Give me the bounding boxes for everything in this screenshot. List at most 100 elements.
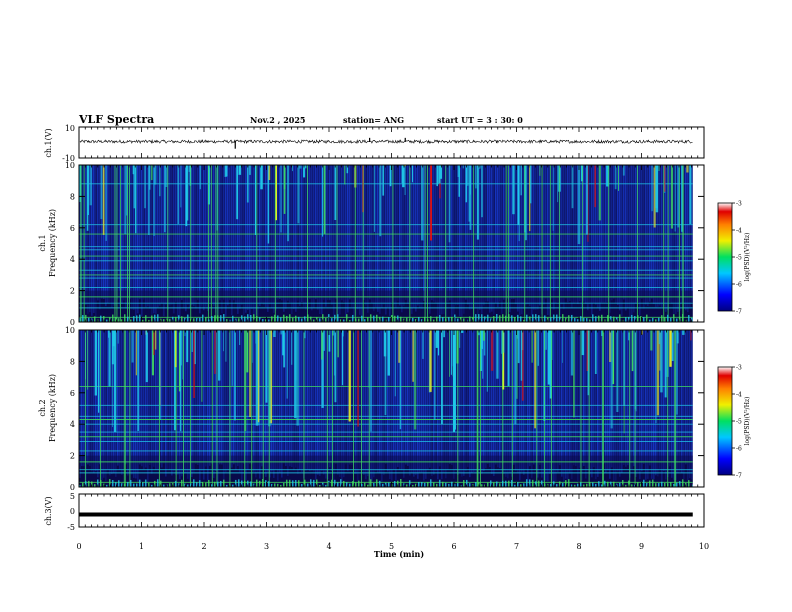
ch1-spectrogram-noise-column (101, 165, 103, 299)
ch2-spectrogram-noise-column (587, 330, 589, 469)
x-tick-label-1: 1 (139, 542, 144, 551)
ch1-spectrogram-floor-speckle (514, 316, 516, 322)
ch2-spectrogram-floor-speckle (373, 483, 375, 487)
ch2-spectrogram-noise-column (117, 330, 119, 466)
ch1-spectrogram-floor-speckle (310, 316, 312, 322)
ch1-spectrogram-noise-column (187, 165, 189, 305)
ch1-spectrogram-noise-column (295, 165, 297, 312)
ch1-spectrogram-noise-column (387, 165, 389, 308)
ch1-spectrogram-floor-speckle (574, 318, 576, 322)
ch2-spectrogram-noise-column (649, 330, 651, 466)
ch1-spectrogram-noise-column (89, 165, 91, 313)
ch1-spectrogram-floor-speckle (85, 314, 87, 322)
ch1-spectrogram-sferic (402, 165, 405, 188)
ch2-spectrogram-sferic (214, 330, 216, 374)
ch1-spectrogram-noise-column (513, 165, 515, 299)
ch1-spectrogram-noise-column (687, 165, 689, 313)
ch1-waveform-line (79, 139, 693, 145)
ch1-spectrogram-sferic (299, 165, 302, 169)
ch2-spectrogram-noise-column (243, 330, 245, 464)
ch1-spectrogram-floor-speckle (190, 318, 192, 322)
ch1-spectrogram-noise-column (511, 165, 513, 300)
ch1-spectrogram-floor-speckle (250, 315, 252, 322)
ch1-spectrogram-floor-speckle (298, 316, 300, 322)
ch1-spectrogram-sferic (520, 165, 522, 196)
ch2-spectrogram-noise-column (625, 330, 627, 467)
ch2-spectrogram-noise-column (285, 330, 287, 467)
ch2-spectrogram-floor-speckle (127, 481, 129, 487)
ch1-spectrogram-noise-column (325, 165, 327, 307)
ch1-spectrogram-floor-speckle (79, 318, 81, 322)
ch2-spectrogram-sferic (255, 330, 259, 426)
ch1-spectrogram-sferic (653, 165, 656, 228)
ch1-spectrogram-floor-speckle (208, 319, 210, 322)
ch1-spectrogram-noise-column (405, 165, 407, 300)
ch1-spectrogram-noise-column (453, 165, 455, 315)
ch2-spectrogram-noise-column (651, 330, 653, 479)
ch1-spectrogram-noise-column (155, 165, 157, 314)
ch2-spectrogram-floor-speckle (601, 484, 603, 487)
ch1-spectrogram-noise-column (479, 165, 481, 311)
ch1-spectrogram-noise-column (647, 165, 649, 306)
ch1-colorbar-tick-label-2: -5 (736, 255, 742, 262)
ch2-spectrogram-sferic (501, 330, 502, 354)
ch1-spectrogram-sferic (581, 165, 583, 182)
ch2-spectrogram-ylabel: ch.2 (38, 399, 47, 416)
ch2-spectrogram-floor-speckle (589, 482, 591, 487)
ch1-spectrogram-sferic (148, 165, 150, 235)
ch1-spectrogram-noise-column (361, 165, 363, 317)
x-tick-label-4: 4 (326, 542, 331, 551)
ch1-spectrogram-noise-column (569, 165, 571, 302)
ch2-spectrogram-sferic (291, 330, 293, 365)
ch1-spectrogram-noise-column (335, 165, 337, 300)
ch2-spectrogram-floor-speckle (517, 482, 519, 487)
ch1-spectrogram-floor-speckle (568, 315, 570, 322)
ch1-spectrogram-floor-speckle (688, 315, 690, 322)
ch1-spectrogram-floor-speckle (349, 319, 351, 322)
ch1-spectrogram-sferic (481, 165, 483, 218)
ch1-spectrogram-noise-column (653, 165, 655, 305)
ch2-spectrogram-sferic (537, 330, 539, 366)
ch1-spectrogram-noise-column (297, 165, 299, 301)
ch2-spectrogram-sferic (676, 330, 679, 344)
ch1-spectrogram-sferic (571, 165, 574, 209)
ch1-spectrogram-floor-speckle (136, 315, 138, 322)
ch2-spectrogram-floor-speckle (229, 483, 231, 487)
ch2-spectrogram-floor-speckle (232, 484, 234, 487)
ch2-spectrogram-noise-column (113, 330, 115, 474)
time-axis-tick-labels: 0 1 2 3 4 5 6 7 8 9 10 (76, 542, 709, 551)
ch1-spectrogram-noise-column (87, 165, 89, 314)
ch2-spectrogram-noise-column (203, 330, 205, 480)
ch1-spectrogram-noise-column (143, 165, 145, 300)
ch2-spectrogram-sferic (573, 330, 575, 418)
ch2-spectrogram-floor-speckle (406, 484, 408, 487)
ch3-ytick-mid: 0 (70, 507, 75, 516)
ch1-spectrogram-floor-speckle (331, 318, 333, 322)
ch2-spectrogram-noise-column (627, 330, 629, 466)
ch2-spectrogram-noise-column (639, 330, 641, 480)
ch1-spectrogram-floor-speckle (169, 318, 171, 322)
ch1-spectrogram-noise-column (645, 165, 647, 305)
ch2-spectrogram-noise-column (383, 330, 385, 476)
ch2-spectrogram-sferic (387, 330, 390, 376)
ch1-spectrogram-noise-column (345, 165, 347, 317)
ch1-spectrogram-sferic (207, 165, 210, 205)
ch1-spectrogram-floor-speckle (292, 317, 294, 322)
ch1-spectrogram-floor-speckle (211, 316, 213, 322)
ch1-spectrogram-floor-speckle (271, 316, 273, 322)
ch2-spectrogram-sferic (562, 330, 563, 363)
ch1-spectrogram-noise-column (313, 165, 315, 309)
ch1-spectrogram-floor-speckle (295, 315, 297, 322)
ch1-spectrogram-sferic (412, 165, 413, 183)
ch1-spectrogram-noise-column (441, 165, 443, 315)
ch1-spectrogram-floor-speckle (151, 315, 153, 322)
ch1-spectrogram-noise-column (557, 165, 559, 302)
ch1-spectrogram-noise-column (197, 165, 199, 300)
ch2-spectrogram-floor-speckle (625, 484, 627, 487)
ch2-spectrogram-noise-column (341, 330, 343, 482)
ch1-spectrogram-sferic (389, 165, 392, 187)
ch1-spectrogram-floor-speckle (496, 314, 498, 322)
ch2-spectrogram-sferic (304, 330, 306, 339)
ch1-spectrogram-floor-speckle (502, 314, 504, 322)
ch1-spectrogram-floor-speckle (235, 318, 237, 322)
